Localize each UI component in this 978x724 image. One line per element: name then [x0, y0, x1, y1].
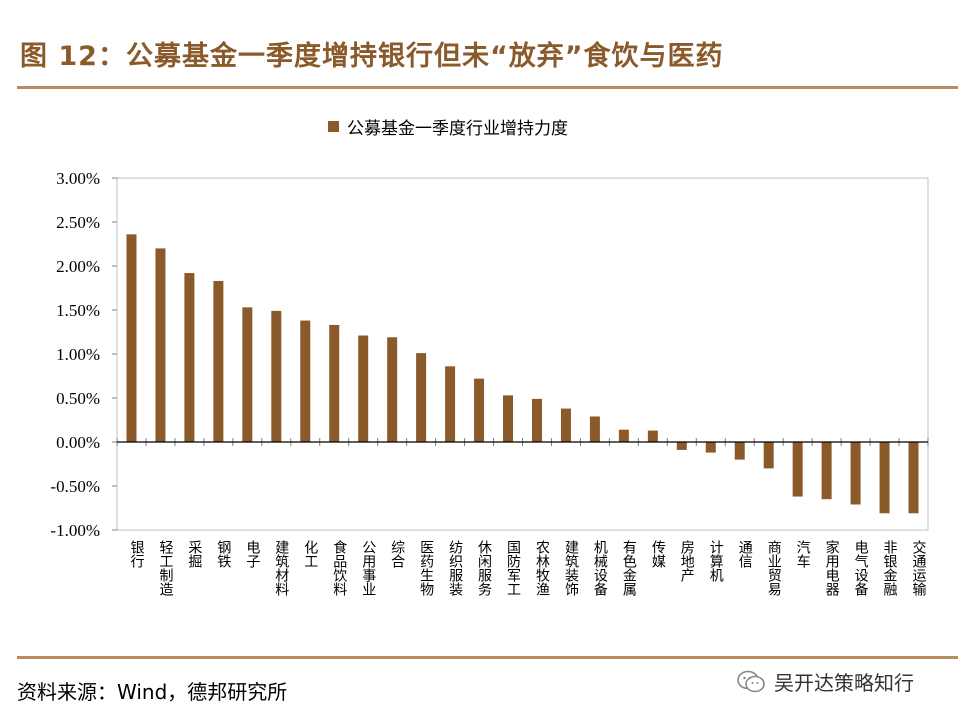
bar: [416, 353, 427, 442]
x-category-label: 轻工制造: [157, 540, 173, 597]
watermark-text: 吴开达策略知行: [774, 671, 914, 695]
watermark: 吴开达策略知行: [736, 667, 914, 696]
plot-area: [116, 177, 929, 531]
figure-title: 图 12：公募基金一季度增持银行但未“放弃”食饮与医药: [20, 41, 724, 72]
x-category-label: 计算机: [708, 540, 724, 583]
x-category-label: 建筑材料: [273, 540, 289, 596]
bar: [387, 337, 398, 442]
x-category-label: 商业贸易: [766, 540, 782, 596]
x-category-label: 建筑装饰: [563, 540, 579, 596]
bar: [271, 310, 282, 442]
bar: [763, 442, 774, 469]
bar: [300, 320, 311, 442]
x-category-label: 交通运输: [911, 539, 927, 596]
bar: [850, 442, 861, 505]
x-category-label: 休闲服务: [476, 540, 492, 596]
y-tick-label: 2.00%: [56, 257, 100, 276]
bar: [184, 273, 195, 442]
y-tick-label: -1.00%: [50, 521, 100, 540]
bar: [676, 442, 687, 450]
legend-label: 公募基金一季度行业增持力度: [347, 119, 568, 139]
y-tick-label: 2.50%: [56, 213, 100, 232]
y-tick-label: 1.50%: [56, 301, 100, 320]
bar: [242, 307, 253, 442]
x-category-label: 汽车: [795, 540, 811, 568]
bar: [358, 335, 369, 442]
legend-swatch: [328, 121, 339, 132]
x-category-label: 电气设备: [853, 540, 869, 596]
x-category-label: 纺织服装: [447, 540, 463, 596]
x-category-label: 非银金融: [882, 540, 898, 596]
bar: [126, 234, 137, 442]
bar: [821, 442, 832, 500]
y-tick-label: -0.50%: [50, 477, 100, 496]
bar: [213, 280, 224, 442]
x-category-label: 银行: [128, 540, 144, 569]
x-category-label: 房地产: [679, 540, 695, 583]
bar: [589, 416, 600, 442]
chart-legend: 公募基金一季度行业增持力度: [328, 114, 568, 139]
bar: [705, 442, 716, 453]
x-category-label: 食品饮料: [331, 539, 347, 596]
x-category-label: 传媒: [650, 540, 666, 568]
x-category-label: 公用事业: [360, 540, 376, 596]
y-tick-label: 3.00%: [56, 169, 100, 188]
bar: [618, 429, 629, 442]
x-category-label: 有色金属: [621, 540, 637, 596]
x-category-label: 综合: [389, 540, 405, 568]
bar: [329, 324, 340, 442]
x-category-label: 采掘: [186, 540, 202, 568]
bar: [647, 430, 658, 442]
bar: [879, 442, 890, 514]
x-category-label: 医药生物: [418, 540, 434, 597]
x-category-label: 国防军工: [505, 540, 521, 596]
y-tick-label: 0.50%: [56, 389, 100, 408]
bar: [474, 378, 485, 442]
source-rule: [17, 656, 958, 659]
x-category-label: 电子: [244, 540, 260, 568]
x-category-label: 钢铁: [215, 540, 231, 568]
x-category-label: 通信: [737, 540, 753, 568]
x-category-label: 家用电器: [824, 539, 840, 596]
y-tick-label: 0.00%: [56, 433, 100, 452]
bar: [531, 398, 542, 442]
bar: [155, 248, 166, 442]
x-category-label: 农林牧渔: [534, 540, 550, 596]
source-note: 资料来源：Wind，德邦研究所: [17, 680, 288, 704]
bar: [734, 442, 745, 460]
bar: [560, 408, 571, 442]
y-tick-label: 1.00%: [56, 345, 100, 364]
bar: [503, 395, 514, 442]
title-rule: [17, 86, 958, 89]
x-category-label: 机械设备: [592, 540, 608, 596]
bar: [445, 366, 456, 442]
wechat-icon: [737, 670, 765, 692]
x-category-label: 化工: [302, 540, 318, 568]
bar: [908, 442, 919, 514]
bar: [792, 442, 803, 497]
